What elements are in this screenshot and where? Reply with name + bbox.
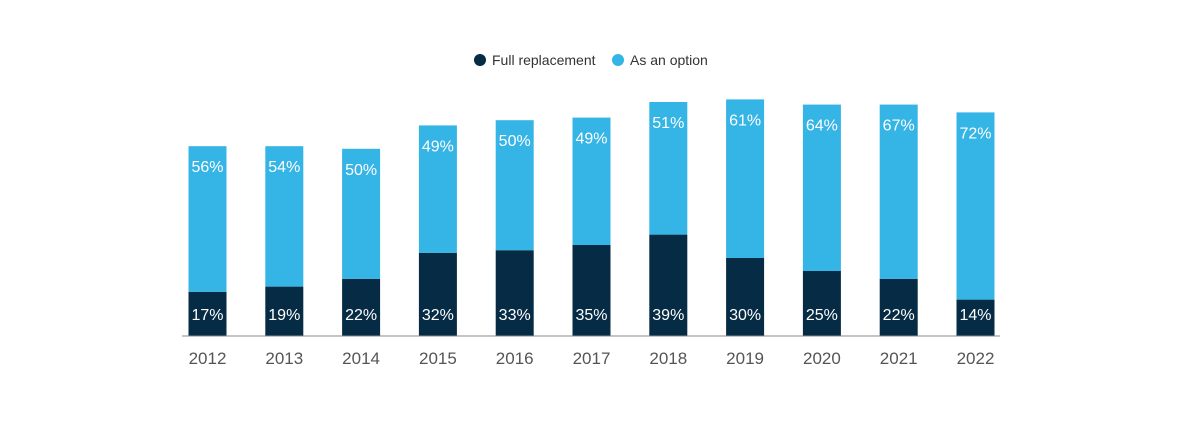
data-label-full-replacement-2016: 33% bbox=[499, 307, 531, 324]
bar-as-an-option-2015 bbox=[418, 125, 457, 253]
bar-as-an-option-2018 bbox=[649, 102, 688, 235]
x-tick-label-2021: 2021 bbox=[880, 349, 918, 368]
x-tick-label-2022: 2022 bbox=[957, 349, 995, 368]
data-label-full-replacement-2012: 17% bbox=[191, 307, 223, 324]
x-tick-label-2016: 2016 bbox=[496, 349, 534, 368]
bar-as-an-option-2019 bbox=[726, 99, 765, 259]
x-tick-label-2020: 2020 bbox=[803, 349, 841, 368]
bar-as-an-option-2020 bbox=[802, 104, 841, 271]
data-label-full-replacement-2015: 32% bbox=[422, 307, 454, 324]
bar-as-an-option-2012 bbox=[188, 146, 227, 292]
bar-as-an-option-2013 bbox=[265, 146, 304, 287]
x-axis-ticks: 2012 2013 2014 2015 2016 2017 2018 2019 2020 2021… bbox=[189, 349, 995, 368]
x-tick-label-2017: 2017 bbox=[573, 349, 611, 368]
x-tick-label-2018: 2018 bbox=[649, 349, 687, 368]
bar-full-replacement-2013 bbox=[265, 286, 304, 336]
bars: 17% 56% 19% 54% 22% 50% 32% 49% 33% 50% 35% 49% 39% 5… bbox=[188, 99, 995, 336]
bar-as-an-option-2017 bbox=[572, 117, 611, 245]
bar-as-an-option-2022 bbox=[956, 112, 995, 300]
bar-full-replacement-2021 bbox=[879, 278, 918, 336]
x-tick-label-2012: 2012 bbox=[189, 349, 227, 368]
data-label-full-replacement-2014: 22% bbox=[345, 307, 377, 324]
bar-full-replacement-2022 bbox=[956, 299, 995, 336]
data-label-full-replacement-2018: 39% bbox=[652, 307, 684, 324]
data-label-as-an-option-2013: 54% bbox=[268, 159, 300, 176]
data-label-as-an-option-2018: 51% bbox=[652, 115, 684, 132]
bar-full-replacement-2015 bbox=[418, 252, 457, 336]
data-label-as-an-option-2019: 61% bbox=[729, 112, 761, 129]
x-tick-label-2014: 2014 bbox=[342, 349, 380, 368]
bar-as-an-option-2014 bbox=[342, 148, 381, 279]
bar-full-replacement-2017 bbox=[572, 245, 611, 336]
data-label-as-an-option-2012: 56% bbox=[191, 159, 223, 176]
legend-swatch-full-replacement bbox=[474, 54, 486, 66]
data-label-full-replacement-2020: 25% bbox=[806, 307, 838, 324]
data-label-full-replacement-2021: 22% bbox=[883, 307, 915, 324]
x-tick-label-2013: 2013 bbox=[265, 349, 303, 368]
data-label-full-replacement-2019: 30% bbox=[729, 307, 761, 324]
data-label-as-an-option-2020: 64% bbox=[806, 118, 838, 135]
bar-as-an-option-2021 bbox=[879, 104, 918, 279]
data-label-full-replacement-2022: 14% bbox=[959, 307, 991, 324]
data-label-as-an-option-2021: 67% bbox=[883, 118, 915, 135]
legend-label-full-replacement: Full replacement bbox=[492, 52, 596, 68]
legend: Full replacement As an option bbox=[474, 52, 708, 68]
bar-full-replacement-2020 bbox=[802, 271, 841, 336]
bar-full-replacement-2018 bbox=[649, 234, 688, 336]
data-label-as-an-option-2017: 49% bbox=[575, 131, 607, 148]
legend-label-as-an-option: As an option bbox=[630, 52, 708, 68]
data-label-as-an-option-2015: 49% bbox=[422, 138, 454, 155]
bar-full-replacement-2014 bbox=[342, 278, 381, 336]
data-label-as-an-option-2016: 50% bbox=[499, 133, 531, 150]
bar-full-replacement-2012 bbox=[188, 291, 227, 336]
data-label-full-replacement-2017: 35% bbox=[575, 307, 607, 324]
x-tick-label-2019: 2019 bbox=[726, 349, 764, 368]
data-label-as-an-option-2022: 72% bbox=[959, 125, 991, 142]
x-tick-label-2015: 2015 bbox=[419, 349, 457, 368]
legend-swatch-as-an-option bbox=[612, 54, 624, 66]
data-label-full-replacement-2013: 19% bbox=[268, 307, 300, 324]
bar-as-an-option-2016 bbox=[495, 120, 534, 251]
data-label-as-an-option-2014: 50% bbox=[345, 162, 377, 179]
bar-full-replacement-2016 bbox=[495, 250, 534, 336]
bar-full-replacement-2019 bbox=[726, 258, 765, 336]
